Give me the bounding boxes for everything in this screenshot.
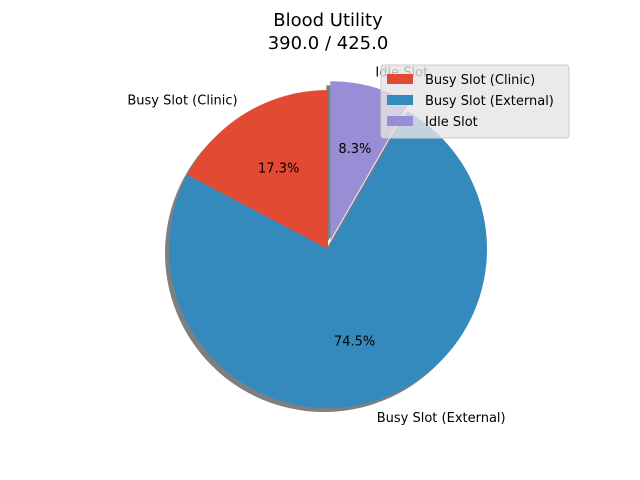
legend-entry-busy-slot-external: Busy Slot (External) xyxy=(425,94,554,109)
chart-subtitle: 390.0 / 425.0 xyxy=(268,33,389,54)
slice-label-busy-slot-clinic: Busy Slot (Clinic) xyxy=(127,93,237,108)
legend-swatch-idle-slot xyxy=(387,116,413,126)
slice-pct-busy-slot-clinic: 17.3% xyxy=(258,161,299,176)
slice-pct-idle-slot: 8.3% xyxy=(338,142,371,157)
pie-labels: Busy Slot (Clinic) 17.3% Busy Slot (Extern… xyxy=(127,65,505,426)
slice-label-busy-slot-external: Busy Slot (External) xyxy=(377,411,506,426)
legend-swatch-busy-slot-clinic xyxy=(387,74,413,84)
slice-pct-busy-slot-external: 74.5% xyxy=(334,335,375,350)
legend: Busy Slot (Clinic) Busy Slot (External) Id… xyxy=(380,64,570,139)
legend-entry-idle-slot: Idle Slot xyxy=(425,115,478,130)
slice-busy-slot-clinic xyxy=(187,90,328,249)
legend-entry-busy-slot-clinic: Busy Slot (Clinic) xyxy=(425,73,535,88)
legend-frame xyxy=(380,64,570,139)
slice-busy-slot-external xyxy=(168,111,487,409)
pie-slices xyxy=(168,81,487,409)
legend-swatch-busy-slot-external xyxy=(387,95,413,105)
chart-title: Blood Utility xyxy=(273,10,383,31)
